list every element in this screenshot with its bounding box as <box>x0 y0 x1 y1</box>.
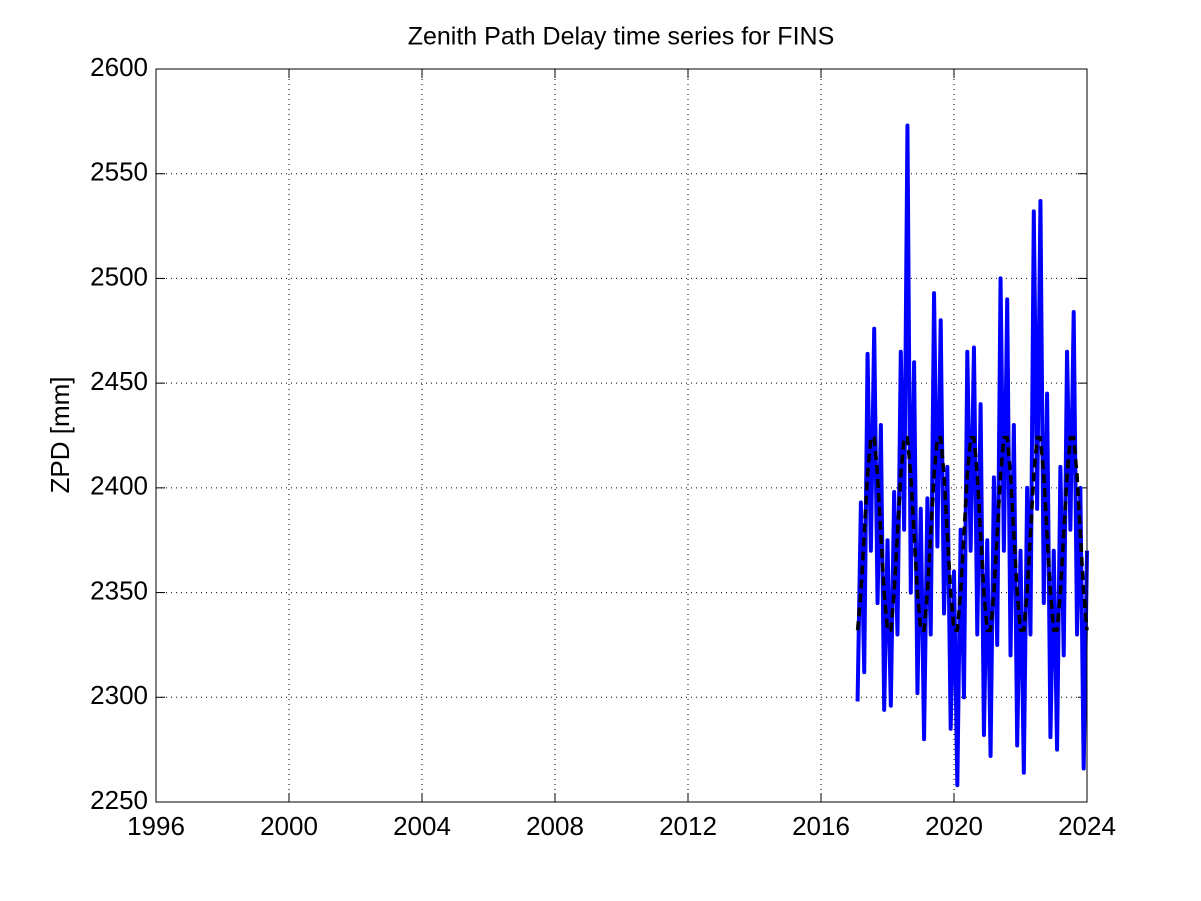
chart-title: Zenith Path Delay time series for FINS <box>408 23 835 51</box>
y-tick-label: 2250 <box>90 785 148 815</box>
y-tick-label: 2550 <box>90 157 148 187</box>
y-tick-label: 2450 <box>90 366 148 396</box>
x-tick-label: 2024 <box>1058 811 1116 841</box>
axes-box <box>155 68 1088 803</box>
fit-line <box>855 435 1089 633</box>
plot-area <box>156 69 1087 802</box>
y-axis-label: ZPD [mm] <box>45 377 75 494</box>
y-tick-label: 2500 <box>90 261 148 291</box>
x-tick-label: 2004 <box>393 811 451 841</box>
y-tick-label: 2600 <box>90 52 148 82</box>
y-tick-label: 2350 <box>90 575 148 605</box>
x-tick-label: 2008 <box>526 811 584 841</box>
y-tick-label: 2400 <box>90 471 148 501</box>
x-tick-label: 2012 <box>659 811 717 841</box>
x-tick-label: 2016 <box>792 811 850 841</box>
x-tick-label: 1996 <box>127 811 185 841</box>
x-tick-label: 2000 <box>260 811 318 841</box>
y-tick-label: 2300 <box>90 680 148 710</box>
x-tick-label: 2020 <box>925 811 983 841</box>
